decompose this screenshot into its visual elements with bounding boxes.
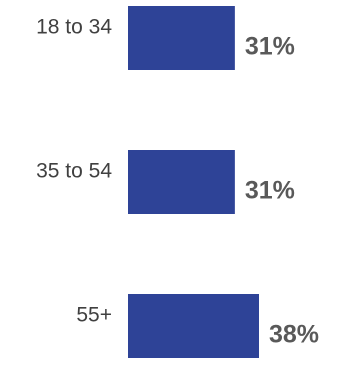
category-label: 18 to 34	[36, 16, 112, 39]
bar-row: 55+ 38%	[76, 294, 319, 358]
bar-row: 18 to 34 31%	[36, 6, 295, 70]
bar	[128, 6, 235, 70]
bar-row: 35 to 54 31%	[36, 150, 295, 214]
bar	[128, 150, 235, 214]
value-label: 31%	[245, 177, 295, 205]
value-label: 31%	[245, 33, 295, 61]
category-label: 55+	[76, 304, 112, 327]
category-label: 35 to 54	[36, 160, 112, 183]
value-label: 38%	[269, 321, 319, 349]
chart-rows: 18 to 34 31% 35 to 54 31% 55+ 38%	[36, 6, 319, 358]
bar	[128, 294, 259, 358]
